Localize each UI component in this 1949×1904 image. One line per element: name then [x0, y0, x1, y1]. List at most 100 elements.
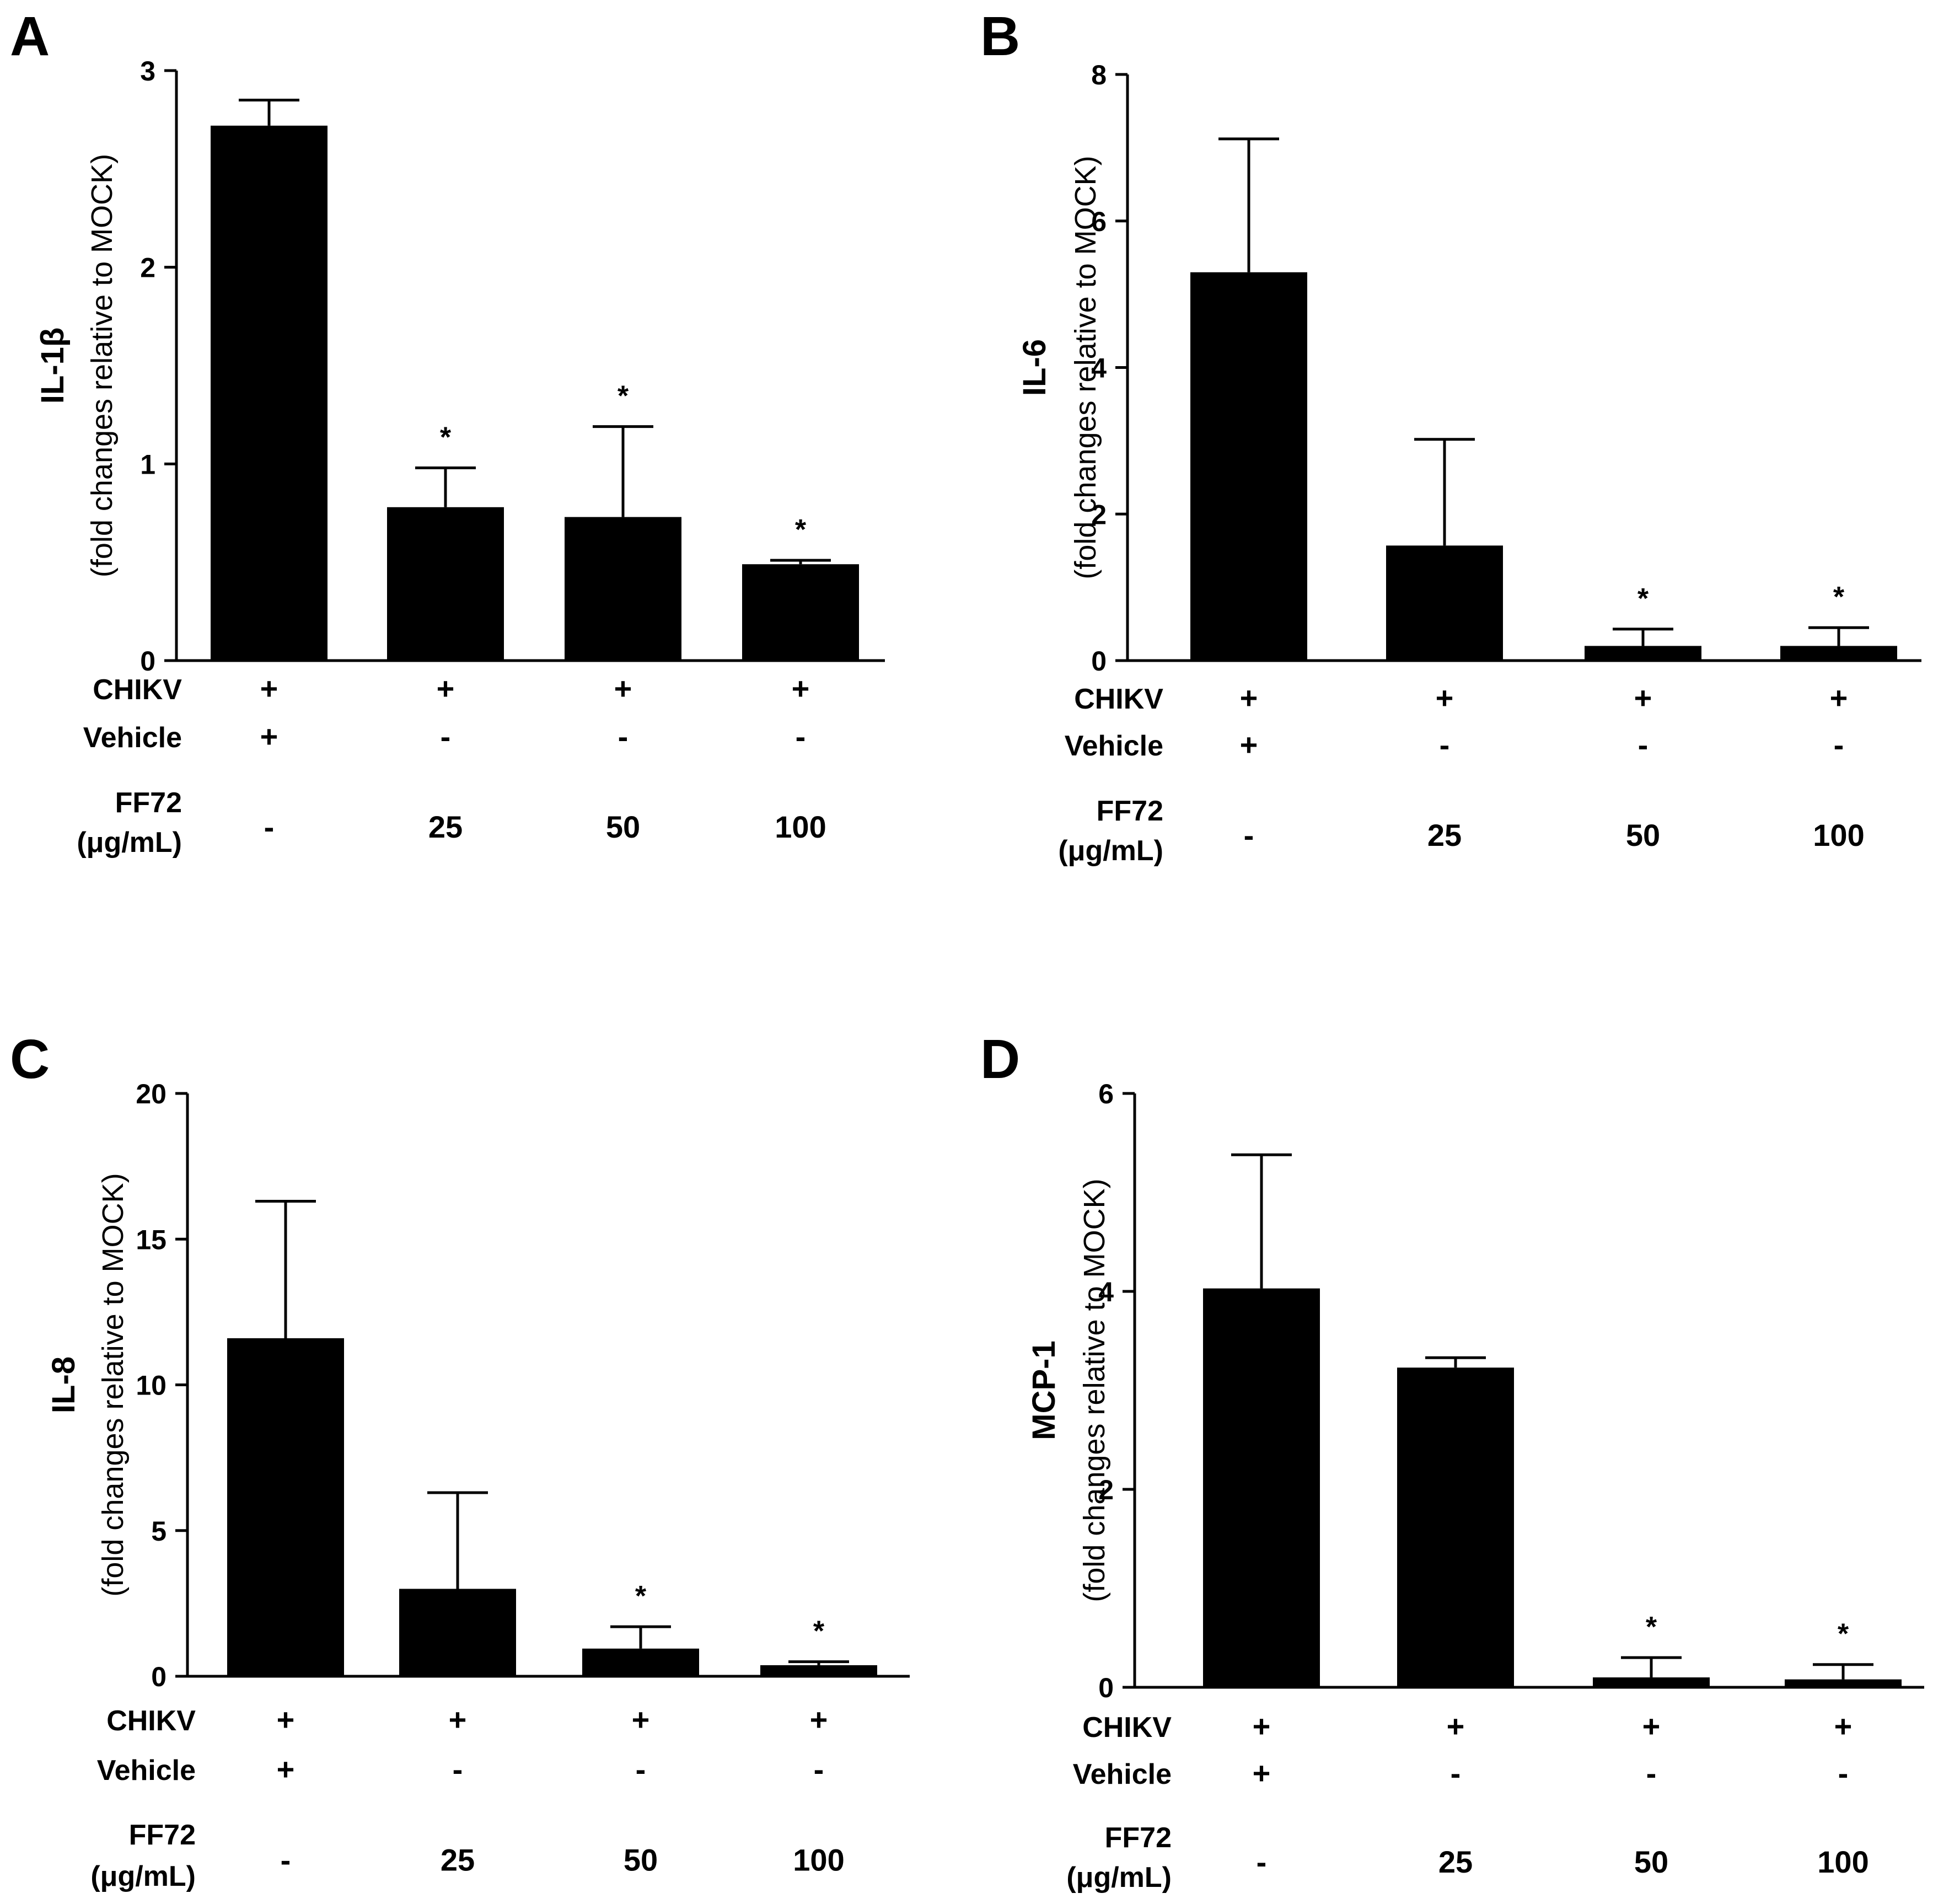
- bar: [1780, 646, 1897, 661]
- bar: [565, 517, 681, 661]
- condition-symbol: +: [792, 671, 810, 706]
- condition-symbol: +: [1240, 680, 1258, 715]
- panel-b: B 0 2 4 6 8 IL-6 (fold changes relative to MOCK…: [980, 6, 1921, 867]
- panel-letter: B: [980, 6, 1020, 67]
- condition-symbol: -: [453, 1752, 463, 1787]
- dose-value: 50: [1626, 818, 1660, 852]
- dose-unit-label: (μg/mL): [1066, 1862, 1172, 1894]
- condition-symbol: +: [1436, 680, 1454, 715]
- condition-label: CHIKV: [93, 674, 182, 706]
- condition-symbol: +: [1240, 727, 1258, 762]
- y-tick-label: 0: [1098, 1672, 1114, 1703]
- bar: [1593, 1677, 1710, 1687]
- dose-value: 100: [1817, 1844, 1869, 1879]
- condition-symbol: -: [636, 1752, 646, 1787]
- panel-letter: D: [980, 1028, 1020, 1090]
- condition-label: CHIKV: [1082, 1712, 1172, 1744]
- condition-symbol: -: [814, 1752, 824, 1787]
- y-axis-subtitle: (fold changes relative to MOCK): [96, 1173, 130, 1596]
- y-axis-title: IL-1β: [35, 328, 71, 404]
- panel-letter: C: [10, 1028, 50, 1090]
- dose-value: -: [1244, 818, 1254, 852]
- y-axis-subtitle: (fold changes relative to MOCK): [1078, 1178, 1111, 1602]
- condition-symbol: +: [277, 1702, 295, 1737]
- condition-label: Vehicle: [1073, 1758, 1172, 1790]
- condition-symbol: -: [1646, 1756, 1657, 1790]
- significance-star: *: [1838, 1618, 1849, 1650]
- condition-symbol: +: [1447, 1709, 1465, 1744]
- dose-unit-label: (μg/mL): [90, 1860, 196, 1892]
- condition-label: CHIKV: [1074, 683, 1163, 715]
- condition-symbol: +: [1253, 1756, 1271, 1790]
- dose-label: FF72: [1105, 1822, 1172, 1854]
- condition-symbol: +: [1253, 1709, 1271, 1744]
- condition-label: Vehicle: [97, 1755, 196, 1787]
- y-axis-title: MCP-1: [1026, 1340, 1062, 1440]
- condition-symbol: -: [1451, 1756, 1461, 1790]
- dose-unit-label: (μg/mL): [77, 827, 182, 859]
- significance-star: *: [1833, 581, 1845, 613]
- bar: [211, 125, 327, 661]
- condition-symbol: +: [277, 1752, 295, 1787]
- significance-star: *: [813, 1616, 825, 1648]
- condition-symbol: -: [441, 719, 451, 754]
- bar: [1190, 272, 1307, 661]
- bar: [582, 1648, 699, 1676]
- y-tick-label: 0: [140, 646, 155, 677]
- bar: [227, 1338, 344, 1676]
- dose-value: 50: [624, 1843, 658, 1878]
- condition-symbol: -: [1638, 727, 1649, 762]
- dose-value: -: [1257, 1844, 1267, 1879]
- condition-symbol: +: [614, 671, 632, 706]
- bar: [1386, 545, 1503, 661]
- y-tick-label: 5: [151, 1516, 167, 1547]
- y-tick-label: 10: [136, 1370, 167, 1401]
- condition-symbol: +: [1642, 1709, 1661, 1744]
- dose-value: 100: [1813, 818, 1864, 852]
- y-tick-label: 2: [1098, 1474, 1114, 1505]
- y-axis-title: IL-6: [1017, 339, 1053, 396]
- y-tick-label: 3: [140, 56, 155, 87]
- condition-symbol: +: [1634, 680, 1652, 715]
- condition-symbol: +: [1830, 680, 1848, 715]
- dose-value: -: [264, 809, 275, 844]
- y-tick-label: 15: [136, 1224, 167, 1255]
- y-tick-label: 0: [151, 1661, 167, 1692]
- y-tick-label: 8: [1091, 60, 1107, 90]
- significance-star: *: [1637, 583, 1649, 615]
- y-axis-title: IL-8: [46, 1356, 82, 1413]
- dose-value: 100: [793, 1843, 844, 1878]
- panel-d: D 0 2 4 6 MCP-1 (fold changes relative to MOCK…: [980, 1028, 1924, 1894]
- y-tick-label: 4: [1091, 353, 1107, 384]
- panel-a: A 0 1 2 3 IL-1β (fold changes relative to MOCK…: [10, 6, 885, 859]
- y-tick-label: 0: [1091, 646, 1107, 677]
- dose-value: 50: [606, 809, 640, 844]
- dose-value: 25: [441, 1843, 475, 1878]
- bar: [1585, 646, 1701, 661]
- condition-symbol: +: [810, 1702, 828, 1737]
- dose-unit-label: (μg/mL): [1058, 835, 1163, 867]
- dose-value: 25: [1438, 1844, 1473, 1879]
- dose-label: FF72: [129, 1819, 196, 1851]
- y-tick-label: 2: [140, 253, 155, 283]
- y-axis-subtitle: (fold changes relative to MOCK): [1069, 155, 1102, 579]
- condition-symbol: +: [437, 671, 455, 706]
- bar: [760, 1665, 877, 1676]
- panel-letter: A: [10, 6, 50, 67]
- y-tick-label: 6: [1091, 206, 1107, 237]
- significance-star: *: [440, 421, 452, 453]
- y-tick-label: 4: [1098, 1277, 1114, 1307]
- dose-value: 50: [1634, 1844, 1668, 1879]
- condition-symbol: +: [632, 1702, 650, 1737]
- bar: [1785, 1679, 1902, 1687]
- significance-star: *: [635, 1580, 647, 1612]
- y-tick-label: 6: [1098, 1079, 1114, 1109]
- condition-label: Vehicle: [1065, 730, 1163, 762]
- dose-value: 100: [775, 809, 826, 844]
- y-axis-subtitle: (fold changes relative to MOCK): [85, 154, 119, 577]
- condition-label: CHIKV: [106, 1705, 196, 1737]
- condition-symbol: -: [1440, 727, 1450, 762]
- condition-symbol: -: [618, 719, 629, 754]
- dose-label: FF72: [1097, 795, 1163, 827]
- significance-star: *: [1646, 1611, 1657, 1643]
